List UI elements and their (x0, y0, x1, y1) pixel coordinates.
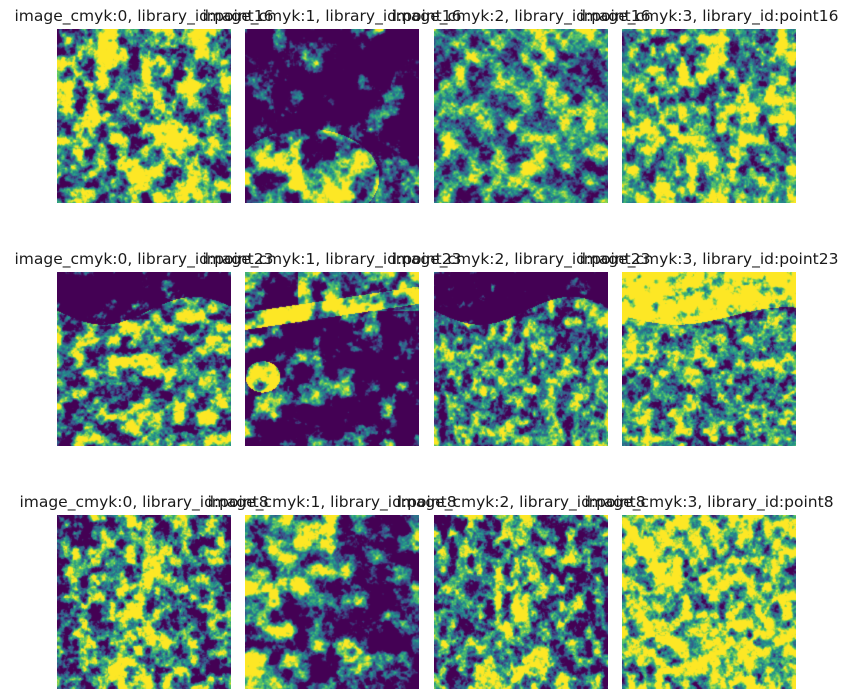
panel-title: image_cmyk:2, library_id:point16 (391, 7, 651, 25)
tissue-image-panel (57, 515, 231, 689)
tissue-image (245, 29, 419, 203)
panel-title: image_cmyk:0, library_id:point8 (19, 493, 269, 511)
tissue-image-panel (434, 515, 608, 689)
tissue-image-panel (434, 29, 608, 203)
panel-title: image_cmyk:2, library_id:point8 (396, 493, 646, 511)
tissue-image-panel (434, 272, 608, 446)
panel-title: image_cmyk:3, library_id:point8 (584, 493, 834, 511)
tissue-image (245, 272, 419, 446)
panel-title: image_cmyk:0, library_id:point16 (14, 7, 274, 25)
panel-title: image_cmyk:1, library_id:point23 (202, 250, 462, 268)
tissue-image-panel (245, 515, 419, 689)
tissue-image (57, 29, 231, 203)
tissue-image-panel (622, 272, 796, 446)
tissue-image (57, 515, 231, 689)
tissue-image (245, 515, 419, 689)
tissue-image-panel (622, 515, 796, 689)
tissue-image (57, 272, 231, 446)
tissue-image (434, 515, 608, 689)
tissue-image-panel (57, 272, 231, 446)
panel-title: image_cmyk:3, library_id:point23 (579, 250, 839, 268)
panel-title: image_cmyk:1, library_id:point16 (202, 7, 462, 25)
tissue-image-panel (622, 29, 796, 203)
panel-title: image_cmyk:2, library_id:point23 (391, 250, 651, 268)
tissue-image (434, 29, 608, 203)
tissue-image (622, 29, 796, 203)
tissue-image-panel (245, 272, 419, 446)
tissue-image (434, 272, 608, 446)
tissue-image-panel (57, 29, 231, 203)
tissue-image (622, 272, 796, 446)
panel-title: image_cmyk:0, library_id:point23 (14, 250, 274, 268)
tissue-image (622, 515, 796, 689)
panel-title: image_cmyk:3, library_id:point16 (579, 7, 839, 25)
tissue-image-panel (245, 29, 419, 203)
panel-title: image_cmyk:1, library_id:point8 (207, 493, 457, 511)
